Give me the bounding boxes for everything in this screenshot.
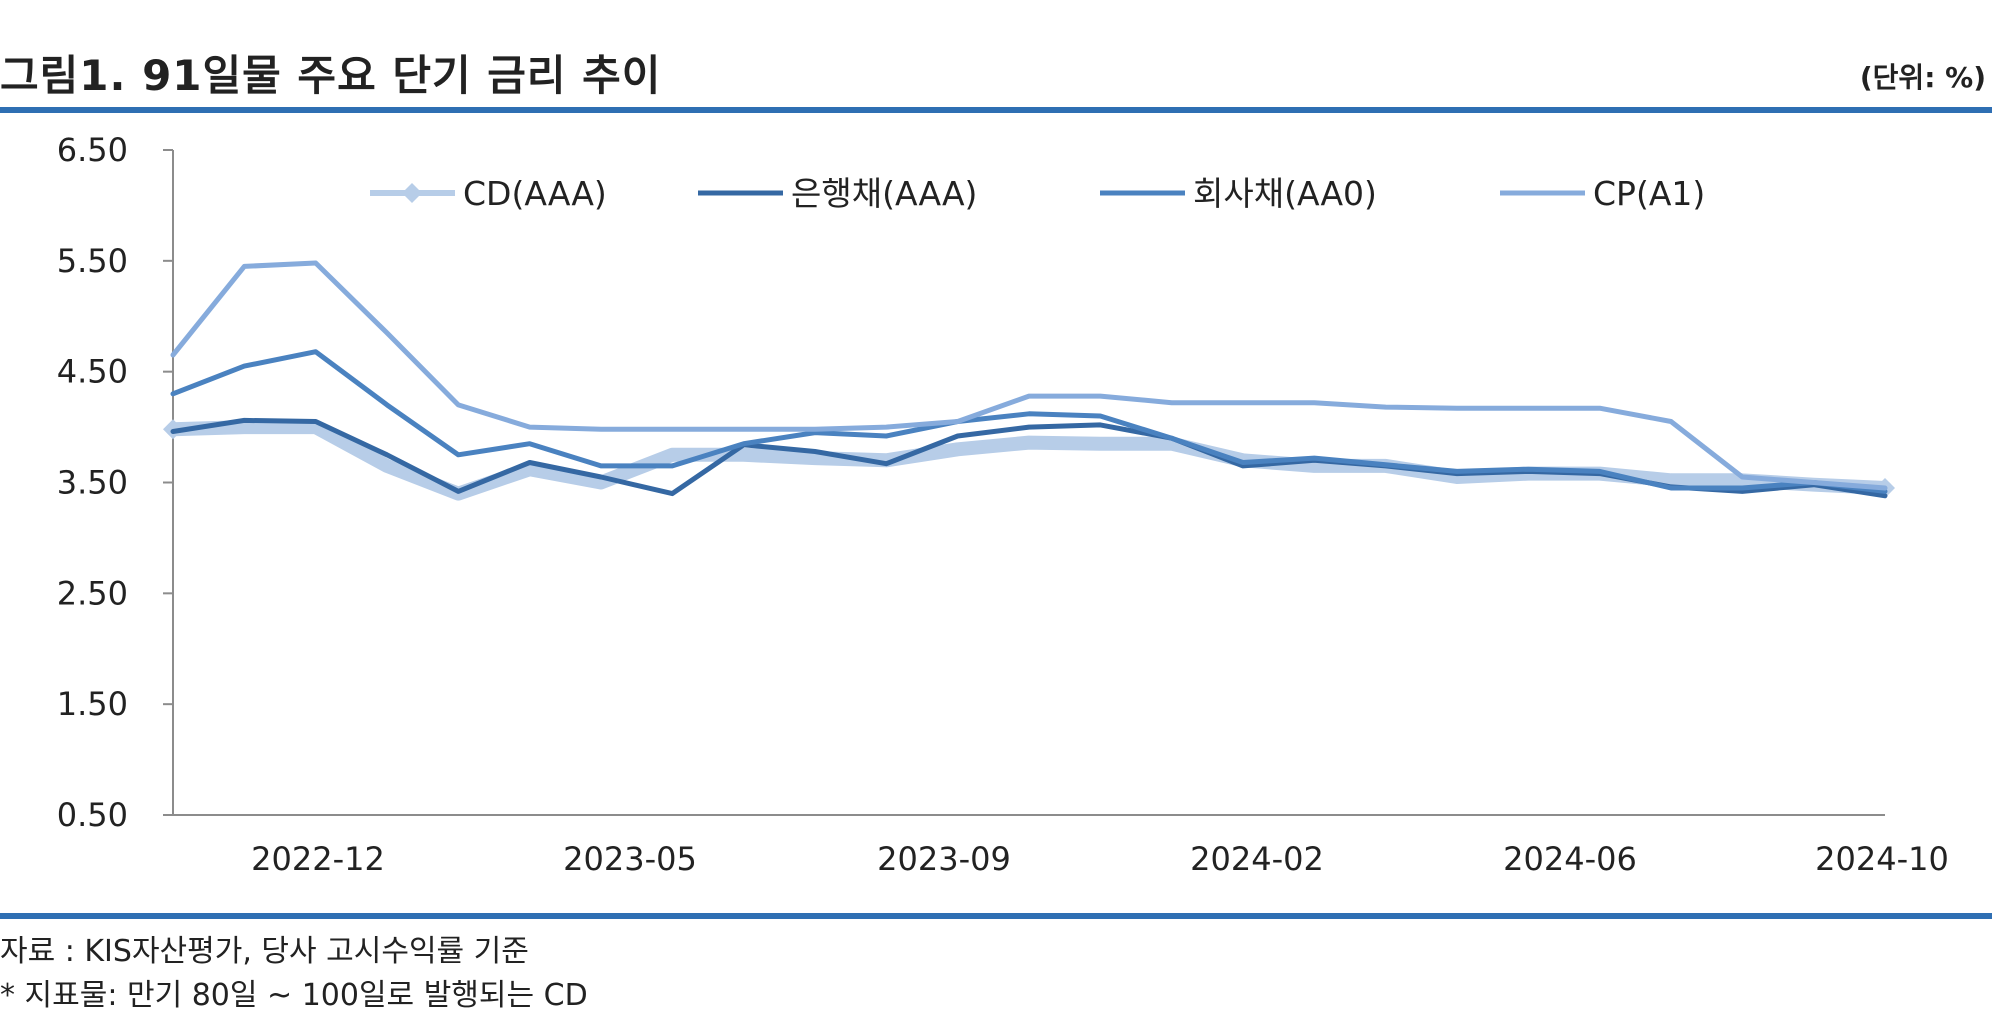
y-tick-label: 6.50 — [57, 131, 128, 169]
x-tick-label: 2023-05 — [563, 840, 697, 878]
series-line-corp — [170, 349, 1888, 494]
x-tick-label: 2023-09 — [877, 840, 1011, 878]
legend: CD(AAA) 은행채(AAA) 회사채(AA0) CP(A1) — [370, 174, 1705, 213]
chart-title: 그림1. 91일물 주요 단기 금리 추이 — [0, 51, 662, 100]
legend-label-corp: 회사채(AA0) — [1193, 174, 1377, 213]
x-tick-label: 2024-10 — [1815, 840, 1949, 878]
x-tick-label: 2022-12 — [251, 840, 385, 878]
legend-label-cd: CD(AAA) — [463, 174, 607, 213]
top-rule — [0, 107, 1992, 113]
bottom-rule — [0, 913, 1992, 919]
line-chart: 6.50 5.50 4.50 3.50 2.50 1.50 0.50 2022-12 2023… — [57, 131, 1949, 878]
source-note: 자료 : KIS자산평가, 당사 고시수익률 기준 — [0, 934, 529, 969]
legend-marker-cd — [402, 183, 422, 203]
y-tick-label: 1.50 — [57, 685, 128, 723]
legend-label-bank: 은행채(AAA) — [791, 174, 977, 213]
series-lines — [163, 260, 1895, 501]
axes — [163, 149, 1885, 816]
unit-label: (단위: %) — [1859, 61, 1986, 94]
x-tick-labels: 2022-12 2023-05 2023-09 2024-02 2024-06 2024-… — [251, 840, 1949, 878]
legend-label-cp: CP(A1) — [1593, 174, 1705, 213]
y-tick-label: 2.50 — [57, 574, 128, 612]
y-tick-labels: 6.50 5.50 4.50 3.50 2.50 1.50 0.50 — [57, 131, 128, 834]
series-line-cp — [170, 260, 1888, 491]
y-tick-label: 0.50 — [57, 796, 128, 834]
x-tick-label: 2024-02 — [1190, 840, 1324, 878]
x-tick-label: 2024-06 — [1503, 840, 1637, 878]
y-tick-label: 5.50 — [57, 242, 128, 280]
y-tick-label: 4.50 — [57, 353, 128, 391]
footnote: * 지표물: 만기 80일 ~ 100일로 발행되는 CD — [0, 978, 588, 1013]
y-tick-label: 3.50 — [57, 464, 128, 502]
